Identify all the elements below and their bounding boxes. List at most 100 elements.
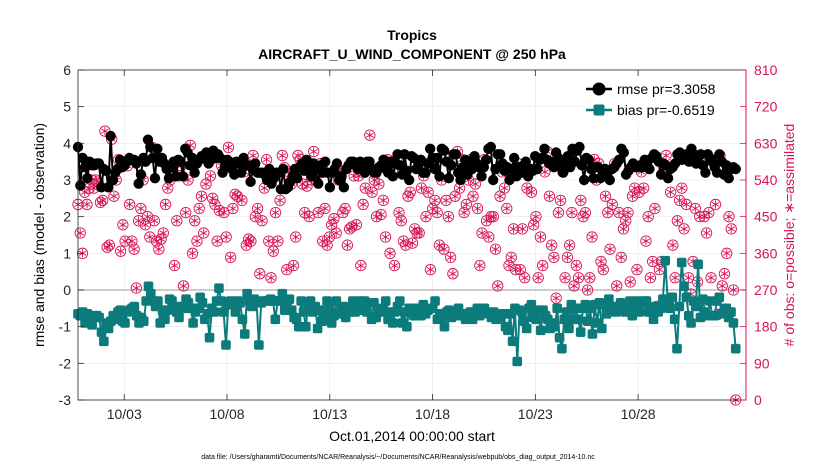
- obs-marker: [384, 247, 396, 259]
- obs-marker: [267, 245, 279, 257]
- rmse-point: [431, 152, 443, 164]
- bias-point: [174, 312, 184, 323]
- obs-marker: [290, 231, 302, 243]
- obs-possible-marker: [444, 251, 457, 264]
- obs-assimilated-marker: [655, 265, 664, 274]
- obs-assimilated-marker: [208, 194, 217, 203]
- rmse-point: [662, 172, 674, 184]
- legend-rmse-marker: [592, 82, 606, 96]
- obs-marker: [433, 239, 446, 251]
- obs-assimilated-marker: [116, 247, 125, 256]
- obs-marker: [548, 251, 560, 264]
- obs-marker: [458, 206, 470, 219]
- obs-marker: [191, 235, 203, 247]
- obs-marker: [299, 206, 311, 219]
- rmse-point: [403, 174, 415, 186]
- legend: rmse pr=3.3058 bias pr=-0.6519: [584, 76, 740, 122]
- obs-marker: [467, 190, 479, 202]
- obs-marker: [622, 206, 634, 219]
- obs-possible-marker: [725, 223, 737, 235]
- obs-assimilated-marker: [446, 253, 455, 262]
- obs-possible-marker: [76, 247, 89, 259]
- obs-possible-marker: [406, 237, 419, 249]
- obs-assimilated-marker: [642, 236, 650, 246]
- obs-assimilated-marker: [258, 216, 266, 225]
- obs-marker: [222, 141, 235, 154]
- obs-marker: [718, 268, 731, 280]
- obs-marker: [231, 190, 244, 202]
- obs-possible-marker: [424, 263, 437, 276]
- rmse-point: [574, 141, 585, 153]
- obs-marker: [624, 276, 636, 288]
- obs-possible-marker: [642, 211, 654, 223]
- rmse-point: [644, 163, 655, 175]
- rmse-point: [700, 167, 711, 178]
- rmse-point: [149, 172, 161, 184]
- obs-assimilated-marker: [601, 192, 610, 201]
- obs-possible-marker: [633, 186, 645, 198]
- obs-possible-marker: [667, 239, 679, 251]
- bias-point: [550, 321, 560, 332]
- obs-marker: [528, 219, 540, 231]
- obs-possible-marker: [413, 227, 425, 239]
- obs-assimilated-marker: [523, 183, 531, 193]
- obs-possible-marker: [474, 259, 486, 272]
- obs-marker: [431, 206, 443, 219]
- obs-assimilated-marker: [170, 261, 179, 270]
- obs-possible-marker: [411, 227, 423, 239]
- y-tick-label: 5: [63, 99, 71, 115]
- rmse-point: [189, 167, 200, 178]
- obs-assimilated-marker: [132, 283, 141, 293]
- obs-possible-marker: [624, 276, 636, 288]
- obs-assimilated-marker: [576, 196, 585, 205]
- obs-marker: [366, 186, 378, 198]
- obs-assimilated-marker: [253, 204, 262, 213]
- obs-assimilated-marker: [188, 249, 197, 258]
- rmse-point: [445, 160, 457, 171]
- obs-assimilated-marker: [619, 224, 628, 234]
- bias-point: [312, 323, 323, 334]
- obs-assimilated-marker: [460, 208, 468, 217]
- obs-marker: [727, 284, 740, 296]
- y2-axis-label: # of obs: o=possible; ∗=assimilated: [781, 124, 797, 347]
- rmse-point: [443, 172, 455, 184]
- obs-assimilated-marker: [269, 247, 278, 256]
- obs-assimilated-marker: [233, 192, 242, 201]
- obs-assimilated-marker: [222, 232, 231, 242]
- obs-possible-marker: [157, 227, 169, 239]
- bias-point: [197, 298, 208, 308]
- obs-marker: [561, 251, 574, 264]
- obs-possible-marker: [604, 243, 616, 255]
- obs-possible-marker: [364, 129, 376, 141]
- bias-point: [362, 307, 372, 317]
- y-tick-label: 3: [63, 172, 71, 188]
- obs-assimilated-marker: [704, 208, 713, 217]
- obs-assimilated-marker: [271, 208, 280, 217]
- obs-marker: [115, 245, 127, 257]
- obs-assimilated-marker: [352, 220, 361, 229]
- obs-marker: [177, 280, 190, 292]
- obs-assimilated-marker: [585, 273, 594, 282]
- obs-marker: [599, 190, 612, 202]
- obs-marker: [586, 231, 598, 243]
- obs-possible-marker: [644, 272, 657, 284]
- rmse-point: [152, 143, 163, 155]
- obs-assimilated-marker: [105, 241, 114, 250]
- obs-possible-marker: [552, 206, 565, 219]
- obs-assimilated-marker: [440, 245, 448, 254]
- obs-assimilated-marker: [666, 188, 675, 197]
- obs-possible-marker: [231, 190, 244, 202]
- rmse-point: [133, 178, 144, 189]
- bias-point: [552, 303, 562, 314]
- obs-assimilated-marker: [599, 265, 608, 274]
- obs-possible-marker: [267, 245, 279, 257]
- bias-point: [634, 307, 645, 317]
- bias-point: [512, 356, 523, 367]
- obs-possible-marker: [341, 239, 354, 251]
- obs-possible-marker: [301, 180, 313, 192]
- obs-assimilated-marker: [98, 196, 107, 205]
- rmse-point: [313, 178, 324, 189]
- obs-marker: [606, 198, 618, 211]
- obs-marker: [395, 215, 407, 227]
